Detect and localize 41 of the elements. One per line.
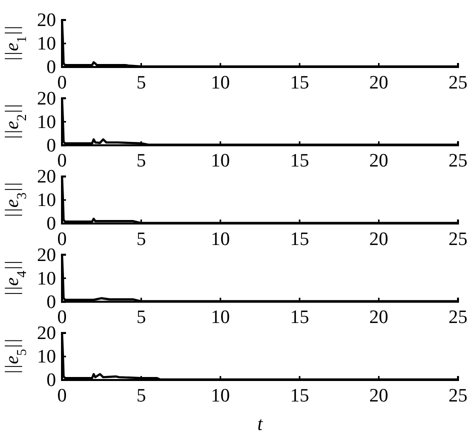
y-tick-label: 10 [37,346,56,368]
x-tick-label: 10 [210,150,230,172]
y-tick-label: 0 [46,57,56,78]
x-tick-label: 5 [136,307,146,328]
x-tick-label: 10 [210,228,230,250]
x-tick-label: 25 [448,150,468,172]
y-tick-label: 20 [37,166,56,188]
x-tick-label: 20 [369,307,388,328]
x-tick-label: 15 [290,228,310,250]
x-tick-label: 10 [210,307,230,328]
y-tick-label: 10 [37,34,56,55]
x-axis-title: t [257,414,264,435]
y-tick-label: 0 [46,214,56,235]
x-tick-label: 15 [290,72,310,94]
y-tick-label: 10 [37,190,56,212]
x-tick-label: 15 [290,150,310,172]
x-tick-label: 10 [210,72,230,94]
x-tick-label: 25 [448,307,468,328]
x-tick-label: 5 [136,228,146,250]
y-tick-label: 0 [46,135,56,156]
y-tick-label: 0 [46,292,56,313]
y-tick-label: 20 [37,88,56,110]
x-tick-label: 15 [290,307,310,328]
x-tick-label: 20 [369,72,388,94]
x-tick-label: 10 [210,385,230,406]
y-tick-label: 20 [37,323,56,344]
x-tick-label: 20 [369,150,388,172]
x-tick-label: 20 [369,385,388,406]
y-tick-label: 20 [37,244,56,266]
x-tick-label: 20 [369,228,388,250]
x-tick-label: 25 [448,385,468,406]
y-tick-label: 0 [46,370,56,392]
y-tick-label: 10 [37,112,56,133]
x-tick-label: 25 [448,228,468,250]
x-tick-label: 5 [136,385,146,406]
x-tick-label: 25 [448,72,468,94]
x-tick-label: 15 [290,385,310,406]
y-tick-label: 10 [37,268,56,290]
x-tick-label: 5 [136,150,146,172]
y-tick-label: 20 [37,10,56,32]
x-tick-label: 5 [136,72,146,94]
